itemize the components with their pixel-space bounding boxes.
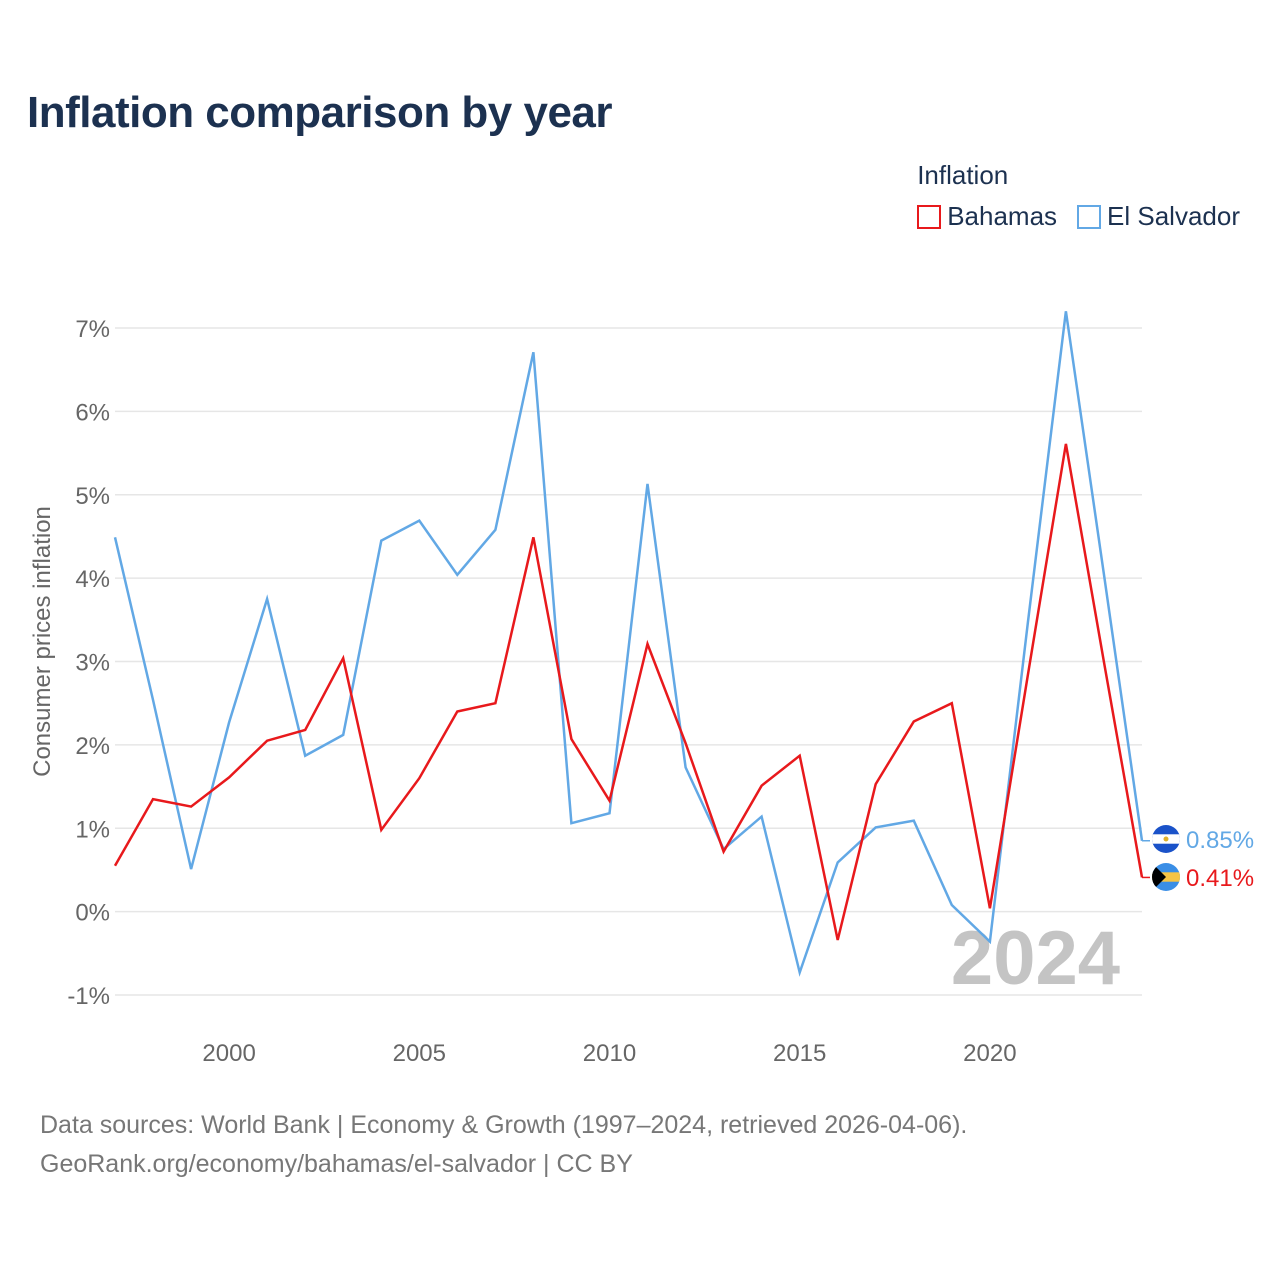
series-line-bahamas[interactable] [113,443,1144,941]
series-line-el-salvador[interactable] [113,311,1144,977]
x-tick-label: 2015 [773,1040,826,1067]
y-tick-label: 0% [75,900,110,927]
x-tick-label: 2010 [583,1040,636,1067]
x-tick-label: 2000 [202,1040,255,1067]
y-tick-label: 2% [75,733,110,760]
legend-swatch-bahamas [917,204,942,229]
y-tick-label: 1% [75,816,110,843]
y-tick-label: 4% [75,566,110,593]
y-tick-label: 3% [75,650,110,677]
line-chart: -1% 0% 1% 2% 3% 4% 5% 6% 7% 2000 2005 2010 2015 2020… [29,311,1254,1067]
page-title: Inflation comparison by year [27,88,613,137]
y-axis-ticks: -1% 0% 1% 2% 3% 4% 5% 6% 7% [67,316,110,1010]
series-lines [113,311,1150,977]
y-tick-label: 5% [75,483,110,510]
legend-swatch-el-salvador [1077,204,1102,229]
y-tick-label: 7% [75,316,110,343]
end-value-label-bahamas: 0.41% [1186,865,1254,892]
legend-label-el-salvador: El Salvador [1107,201,1240,231]
y-axis-title: Consumer prices inflation [29,506,56,777]
legend-label-bahamas: Bahamas [947,201,1058,231]
gridlines [115,327,1142,996]
x-axis-ticks: 2000 2005 2010 2015 2020 [202,1040,1016,1067]
legend-item-el-salvador[interactable]: El Salvador [1077,201,1240,232]
legend-title: Inflation [917,160,1009,190]
x-tick-label: 2020 [963,1040,1016,1067]
legend-item-bahamas[interactable]: Bahamas [917,201,1057,232]
el-salvador-flag-icon [1152,825,1180,853]
bahamas-flag-icon [1152,863,1180,891]
y-tick-label: -1% [67,983,110,1010]
footer: Data sources: World Bank | Economy & Gro… [40,1106,967,1184]
end-value-label-el-salvador: 0.85% [1186,827,1254,854]
y-tick-label: 6% [75,399,110,426]
data-source-note: Data sources: World Bank | Economy & Gro… [40,1111,968,1139]
source-url: GeoRank.org/economy/bahamas/el-salvador … [40,1150,633,1178]
legend: Inflation Bahamas El Salvador [917,160,1240,232]
x-tick-label: 2005 [393,1040,446,1067]
